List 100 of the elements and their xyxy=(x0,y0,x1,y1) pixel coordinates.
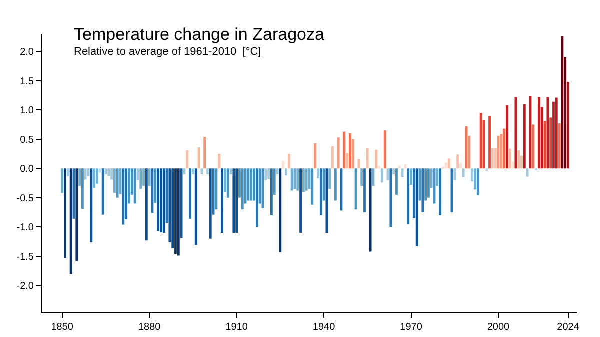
bar xyxy=(288,154,290,169)
bar xyxy=(236,168,238,233)
bar xyxy=(174,168,177,254)
bar xyxy=(311,168,314,205)
bar xyxy=(82,168,84,209)
bar xyxy=(532,124,535,169)
bar xyxy=(334,168,337,201)
bar xyxy=(140,168,142,190)
y-tick-label: -0.5 xyxy=(16,193,34,204)
bar xyxy=(486,168,488,172)
bar xyxy=(375,150,378,169)
bar xyxy=(285,168,288,176)
bar xyxy=(264,168,268,180)
x-tick-label: 1880 xyxy=(138,322,162,333)
bar xyxy=(538,97,540,169)
bar xyxy=(160,168,162,232)
bar xyxy=(116,168,119,198)
bar xyxy=(142,168,145,186)
bar xyxy=(381,168,384,183)
bar xyxy=(145,168,148,241)
y-tick-label: 2.0 xyxy=(20,47,34,58)
bar xyxy=(256,168,258,228)
bar xyxy=(114,168,116,194)
bar xyxy=(154,168,157,204)
bar xyxy=(268,168,270,180)
bar xyxy=(232,168,236,233)
bar xyxy=(108,168,110,176)
bar xyxy=(296,168,300,191)
bar xyxy=(122,168,125,225)
bar xyxy=(189,168,192,219)
bar xyxy=(471,168,474,182)
bar xyxy=(76,168,78,262)
bar xyxy=(506,105,508,169)
bar xyxy=(241,168,244,210)
bar xyxy=(346,153,348,169)
bar xyxy=(384,130,386,169)
bar xyxy=(282,161,285,169)
bar xyxy=(224,168,226,192)
y-tick-label: 1.5 xyxy=(20,76,34,88)
bar xyxy=(93,168,96,188)
bar xyxy=(279,168,282,252)
bar xyxy=(558,124,561,169)
bar xyxy=(494,148,497,169)
bar xyxy=(314,143,317,169)
bar xyxy=(369,168,372,252)
bar xyxy=(78,168,81,186)
bar xyxy=(448,158,450,169)
bar xyxy=(96,168,98,184)
y-tick-label: -1.5 xyxy=(16,252,34,263)
bar xyxy=(476,168,480,196)
bar xyxy=(66,168,70,176)
x-tick-label: 2024 xyxy=(557,322,580,333)
bar xyxy=(194,168,198,246)
bar xyxy=(474,168,476,190)
y-tick-label: -2.0 xyxy=(16,281,34,292)
bar xyxy=(162,168,166,233)
y-tick-label: 0.5 xyxy=(20,134,34,146)
y-tick-label: 1.0 xyxy=(20,106,34,117)
bar xyxy=(352,139,354,169)
bar xyxy=(226,168,230,198)
bar xyxy=(567,82,570,169)
bar xyxy=(462,168,465,178)
bar xyxy=(172,168,174,248)
bar xyxy=(192,168,194,174)
bar xyxy=(439,168,442,216)
bar xyxy=(64,168,66,258)
bar xyxy=(253,168,256,201)
bar xyxy=(148,168,151,186)
bar xyxy=(398,166,401,169)
bar xyxy=(488,116,491,169)
x-tick-label: 2000 xyxy=(487,322,510,333)
bar xyxy=(456,154,459,169)
bar xyxy=(390,168,392,228)
bar xyxy=(412,168,416,218)
bar xyxy=(206,168,209,174)
bar xyxy=(204,137,206,169)
bar xyxy=(410,168,412,185)
bar xyxy=(428,168,430,198)
bar xyxy=(180,168,183,238)
bar xyxy=(343,132,346,169)
bar xyxy=(84,168,87,180)
bar xyxy=(273,168,276,195)
bar xyxy=(290,168,294,191)
bar xyxy=(200,168,204,174)
bar xyxy=(300,168,302,233)
bar xyxy=(157,168,160,232)
bar xyxy=(407,168,410,224)
bar xyxy=(523,104,526,169)
bar xyxy=(491,148,494,169)
x-tick-label: 1940 xyxy=(312,322,336,333)
bar xyxy=(302,168,305,192)
y-tick-label: -1.0 xyxy=(16,222,34,234)
bar xyxy=(317,168,320,179)
chart-title: Temperature change in Zaragoza xyxy=(74,25,325,44)
bar xyxy=(392,168,396,174)
bar xyxy=(328,168,332,190)
bar xyxy=(177,168,180,256)
bar xyxy=(360,168,364,186)
bar xyxy=(416,168,418,246)
bar xyxy=(110,168,113,180)
